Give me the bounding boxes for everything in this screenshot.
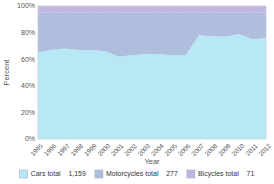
y-tick-label: 40% bbox=[21, 82, 35, 89]
y-axis-label: Percent bbox=[2, 59, 11, 86]
x-tick-label: 1998 bbox=[69, 142, 84, 157]
areas bbox=[38, 6, 266, 139]
legend-label: Cars total 1,159 bbox=[31, 170, 86, 177]
x-axis-label: Year bbox=[144, 157, 160, 166]
x-tick-label: 2001 bbox=[109, 142, 124, 157]
chart: 0%20%40%60%80%100%1995199619971998199920… bbox=[0, 0, 274, 184]
x-tick-label: 2012 bbox=[257, 142, 272, 157]
plot-frame bbox=[38, 6, 266, 139]
legend: Cars total 1,159 Motorcycles total 277 Bic… bbox=[20, 170, 255, 178]
x-tick-label: 1996 bbox=[42, 142, 57, 157]
legend-item: Bicycles total 71 bbox=[187, 170, 255, 178]
legend-swatch bbox=[187, 170, 195, 178]
x-tick-label: 2003 bbox=[136, 142, 151, 157]
x-tick-label: 2007 bbox=[190, 142, 205, 157]
y-tick-label: 100% bbox=[17, 2, 35, 9]
grid bbox=[38, 6, 266, 139]
x-tick-label: 2008 bbox=[203, 142, 218, 157]
x-tick-label: 2009 bbox=[217, 142, 232, 157]
legend-label: Motorcycles total 277 bbox=[106, 170, 178, 178]
area bbox=[38, 6, 266, 13]
x-tick-label: 1999 bbox=[83, 142, 98, 157]
x-tick-label: 1995 bbox=[29, 142, 44, 157]
x-tick-label: 2000 bbox=[96, 142, 111, 157]
x-tick-label: 2010 bbox=[230, 142, 245, 157]
x-tick-label: 2004 bbox=[150, 142, 165, 157]
x-tick-label: 2006 bbox=[176, 142, 191, 157]
legend-swatch bbox=[20, 170, 28, 178]
y-tick-label: 80% bbox=[21, 29, 35, 36]
y-tick-label: 60% bbox=[21, 56, 35, 63]
plot-background bbox=[38, 6, 266, 139]
x-tick-label: 1997 bbox=[56, 142, 71, 157]
legend-item: Cars total 1,159 bbox=[20, 170, 86, 178]
y-tick-label: 0% bbox=[25, 135, 35, 142]
x-tick-label: 2005 bbox=[163, 142, 178, 157]
area bbox=[38, 13, 266, 57]
y-tick-label: 20% bbox=[21, 109, 35, 116]
legend-label: Bicycles total 71 bbox=[198, 170, 255, 178]
legend-item: Motorcycles total 277 bbox=[95, 170, 178, 178]
x-tick-label: 2002 bbox=[123, 142, 138, 157]
x-tick-label: 2011 bbox=[244, 142, 259, 157]
legend-swatch bbox=[95, 170, 103, 178]
